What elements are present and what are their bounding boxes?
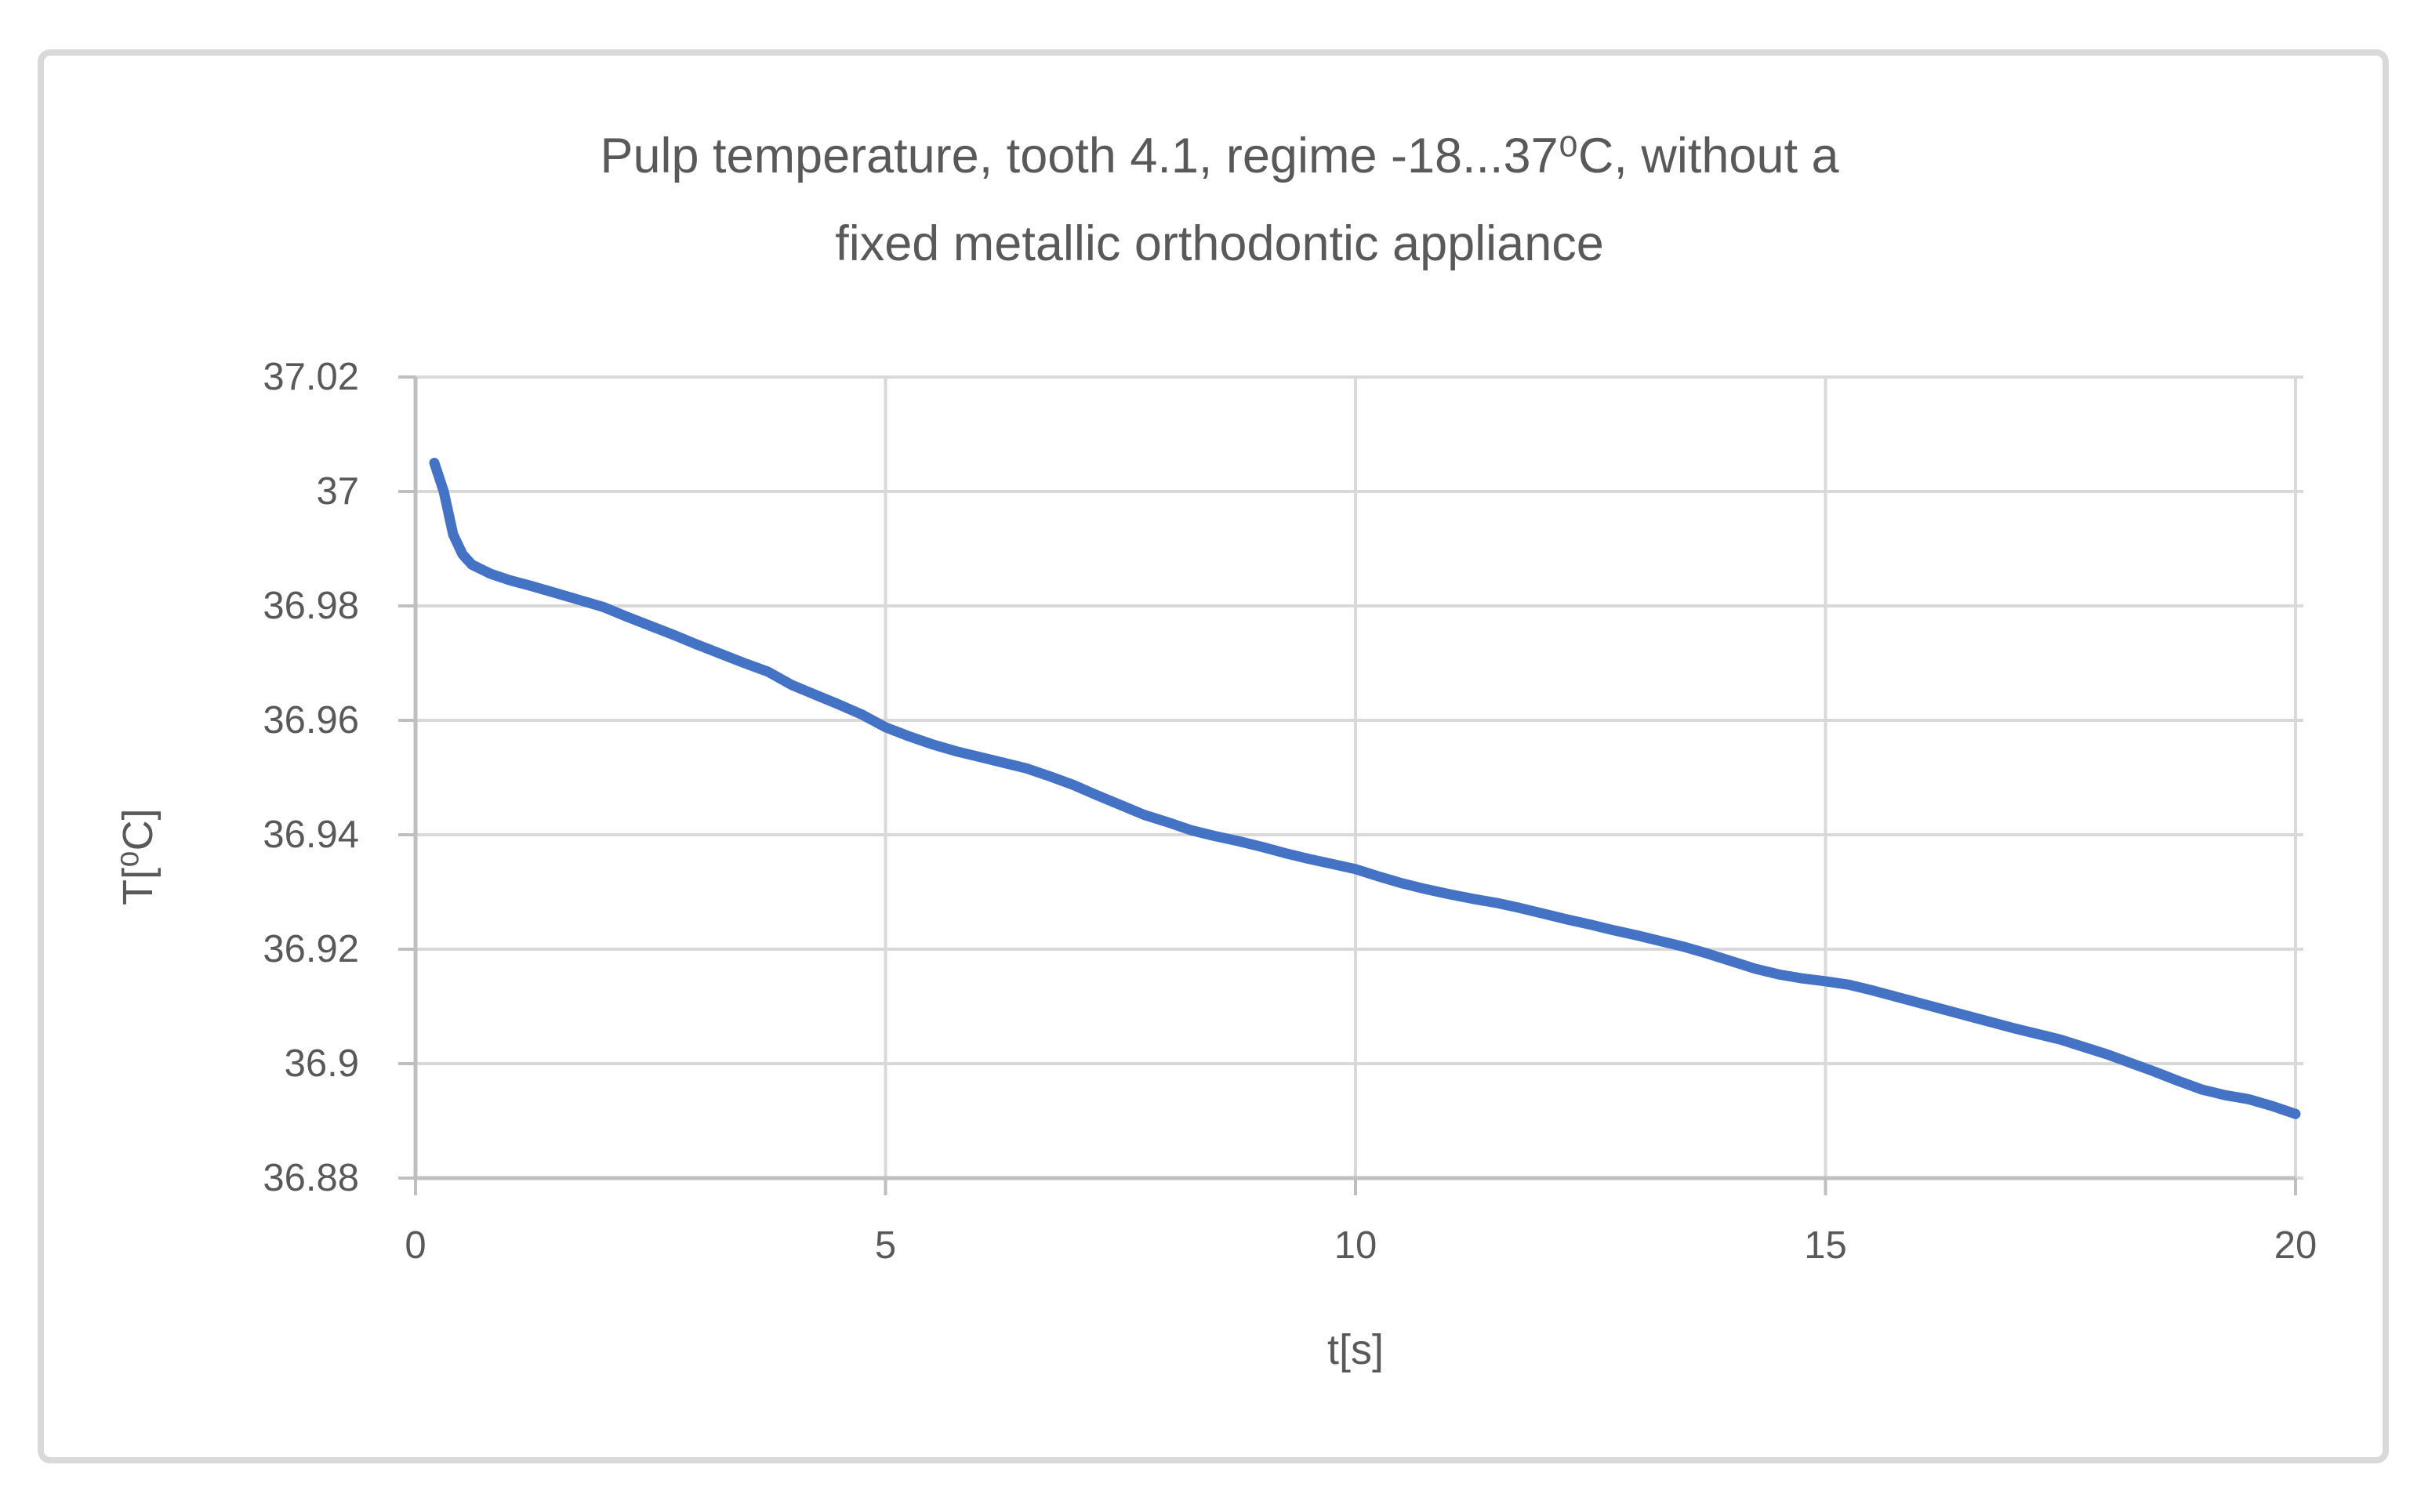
y-tick-label-36.9: 36.9	[284, 1042, 359, 1085]
x-tick-label-0: 0	[405, 1224, 426, 1267]
y-tick-label-36.98: 36.98	[263, 585, 359, 627]
chart-title-line-1: Pulp temperature, tooth 4.1, regime -18.…	[600, 129, 1839, 183]
y-tick-label-37: 37	[316, 470, 359, 513]
x-tick-label-10: 10	[1334, 1224, 1377, 1267]
y-tick-label-36.96: 36.96	[263, 699, 359, 741]
chart-frame: Pulp temperature, tooth 4.1, regime -18.…	[38, 49, 2389, 1463]
y-tick-label-36.94: 36.94	[263, 814, 359, 856]
y-tick-label-36.88: 36.88	[263, 1157, 359, 1199]
y-tick-label-36.92: 36.92	[263, 928, 359, 970]
x-tick-label-5: 5	[874, 1224, 897, 1267]
series-line-pulp-temperature	[429, 458, 2301, 1119]
x-axis-title: t[s]	[1327, 1326, 1384, 1373]
chart-title-line-2: fixed metallic orthodontic appliance	[835, 216, 1604, 271]
chart-title: Pulp temperature, tooth 4.1, regime -18.…	[44, 112, 2395, 288]
x-tick-label-20: 20	[2274, 1224, 2317, 1267]
x-tick-label-15: 15	[1804, 1224, 1847, 1267]
y-axis-title: T[⁰C]	[114, 808, 162, 905]
plot-area	[398, 375, 2303, 1195]
y-tick-label-37.02: 37.02	[263, 356, 359, 398]
